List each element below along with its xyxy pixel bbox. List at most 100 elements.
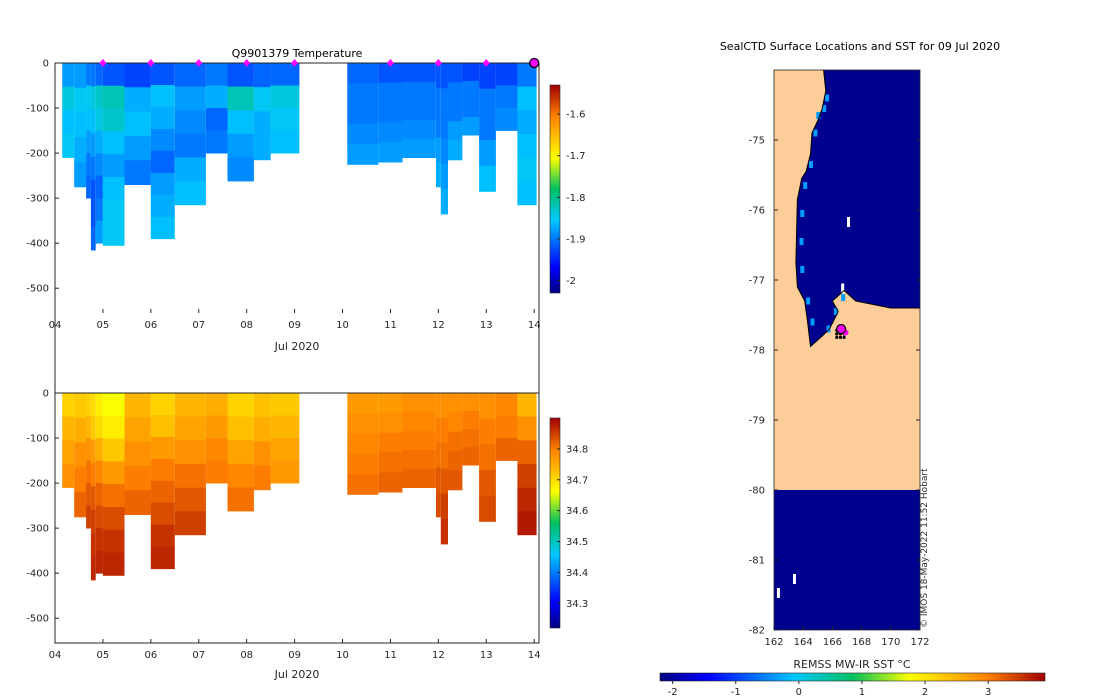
profile-cell xyxy=(517,487,537,512)
profile-cell xyxy=(206,415,228,439)
profile-cell xyxy=(174,110,206,135)
missing-data-pixel xyxy=(792,574,796,584)
profile-cell xyxy=(378,452,403,473)
profile-cell xyxy=(495,85,518,109)
profile-cell xyxy=(347,433,379,455)
profile-cell xyxy=(479,114,496,141)
profile-cell xyxy=(102,529,125,553)
profile-cell xyxy=(479,393,496,420)
x-tick-label: 09 xyxy=(288,320,301,331)
profile-cell xyxy=(95,198,103,221)
profile-cell xyxy=(479,444,496,471)
y-tick-label: -300 xyxy=(26,194,49,205)
profile-cell xyxy=(150,415,175,438)
x-tick-label: 13 xyxy=(480,320,493,331)
profile-cell xyxy=(95,528,103,551)
temperature-title: Q9901379 Temperature xyxy=(232,47,363,60)
profile-cell xyxy=(90,226,96,251)
profile-cell xyxy=(378,472,403,493)
profile-cell xyxy=(95,108,103,131)
profile-cell xyxy=(90,416,96,441)
profile-cell xyxy=(95,550,103,574)
colorbar-tick-label: 34.8 xyxy=(566,444,588,455)
map-coastline xyxy=(795,70,920,348)
map-y-tick-label: -77 xyxy=(749,276,765,287)
sst-pixel xyxy=(816,112,821,119)
profile-cell xyxy=(95,415,103,439)
profile-cell xyxy=(440,443,448,469)
profile-cell xyxy=(517,416,537,441)
x-tick-label: 12 xyxy=(432,650,445,661)
profile-cell xyxy=(253,417,271,442)
profile-cell xyxy=(347,63,379,84)
profile-cell xyxy=(402,81,436,102)
sst-colorbar-tick-label: 1 xyxy=(859,687,865,698)
map-x-tick-label: 172 xyxy=(910,637,929,648)
profile-cell xyxy=(124,136,151,161)
profile-cell xyxy=(86,505,91,529)
missing-data-pixel xyxy=(776,588,780,598)
sst-colorbar-tick-label: 3 xyxy=(985,687,991,698)
profile-cell xyxy=(102,415,125,439)
temperature-x-ticks: 04 05 06 07 08 09 10 11 12 13 14 xyxy=(49,309,541,331)
profile-location-marker xyxy=(386,59,394,67)
salinity-panel: 04 05 06 07 08 09 10 11 12 13 14 0 -100 -200 -300 -400… xyxy=(26,389,588,682)
profile-cell xyxy=(436,137,441,163)
profile-cell xyxy=(227,63,254,87)
map-float-positions xyxy=(835,323,849,339)
y-tick-label: -500 xyxy=(26,614,49,625)
y-tick-label: -400 xyxy=(26,569,49,580)
profile-cell xyxy=(74,137,87,163)
profile-cell xyxy=(124,441,151,467)
profile-cell xyxy=(124,160,151,185)
profile-cell xyxy=(448,63,463,83)
profile-cell xyxy=(495,438,518,461)
profile-cell xyxy=(102,393,125,417)
sst-pixel xyxy=(810,318,815,326)
profile-cell xyxy=(517,86,537,111)
salinity-colorbar-ticks: 34.8 34.7 34.6 34.5 34.4 34.3 xyxy=(557,444,588,610)
colorbar-tick-label: -1.7 xyxy=(566,151,586,162)
sst-pixel xyxy=(825,94,830,102)
profile-cell xyxy=(402,138,436,158)
profile-cell xyxy=(90,439,96,464)
x-tick-label: 08 xyxy=(240,650,253,661)
x-tick-label: 07 xyxy=(192,320,205,331)
profile-cell xyxy=(86,460,91,484)
profile-cell xyxy=(448,431,463,452)
profile-cell xyxy=(402,393,436,413)
profile-cell xyxy=(90,133,96,157)
profile-cell xyxy=(270,438,300,461)
map-y-ticks: -75 -76 -77 -78 -79 -80 -81 -82 xyxy=(749,136,920,637)
y-tick-label: -500 xyxy=(26,284,49,295)
profile-cell xyxy=(378,82,403,103)
profile-cell xyxy=(227,440,254,465)
sst-pixel xyxy=(806,297,811,305)
profile-cell xyxy=(174,463,206,488)
profile-cell xyxy=(436,467,441,493)
profile-cell xyxy=(150,85,175,108)
profile-cell xyxy=(95,153,103,176)
profile-cell xyxy=(436,162,441,188)
x-tick-label: 04 xyxy=(49,650,62,661)
profile-cell xyxy=(102,85,125,109)
temperature-colorbar-ticks: -1.6 -1.7 -1.8 -1.9 -2 xyxy=(557,110,586,287)
profile-cell xyxy=(462,429,480,448)
profile-cell xyxy=(347,83,379,104)
profile-cell xyxy=(95,483,103,506)
profile-cell xyxy=(517,463,537,488)
float-track-point xyxy=(838,335,843,339)
profile-cell xyxy=(150,106,175,130)
profile-cell xyxy=(62,440,75,465)
latest-float-position xyxy=(836,323,847,335)
salinity-axes-box xyxy=(54,392,540,644)
profile-cell xyxy=(517,157,537,182)
x-tick-label: 12 xyxy=(432,320,445,331)
profile-cell xyxy=(206,63,228,86)
map-y-tick-label: -81 xyxy=(749,556,765,567)
profile-cell xyxy=(174,440,206,465)
profile-cell xyxy=(436,492,441,518)
missing-data-pixel xyxy=(847,217,850,227)
profile-cell xyxy=(378,142,403,163)
